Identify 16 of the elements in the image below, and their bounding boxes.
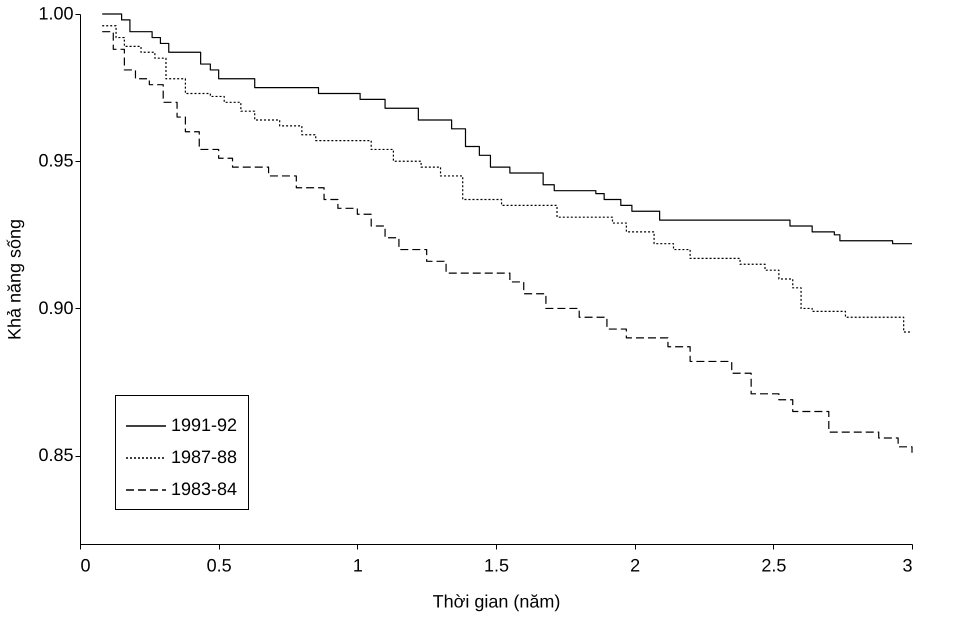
legend-label: 1987-88 xyxy=(171,447,238,467)
y-tick-label: 0.85 xyxy=(38,445,74,466)
x-axis-title: Thời gian (năm) xyxy=(432,592,560,612)
y-tick-label: 1.00 xyxy=(38,4,74,24)
x-tick-label: 2 xyxy=(630,556,640,576)
x-tick-label: 3 xyxy=(902,556,912,576)
legend-label: 1991-92 xyxy=(171,415,238,435)
x-tick-label: 0 xyxy=(80,556,91,576)
x-tick-label: 2.5 xyxy=(761,556,786,576)
y-axis-title: Khả năng sống xyxy=(4,218,24,340)
x-tick-label: 0.5 xyxy=(206,556,232,576)
legend-label: 1983-84 xyxy=(171,479,238,499)
x-tick-label: 1 xyxy=(352,556,363,576)
y-tick-label: 0.90 xyxy=(38,298,74,318)
x-tick-label: 1.5 xyxy=(484,556,510,576)
y-tick-label: 0.95 xyxy=(38,150,74,171)
